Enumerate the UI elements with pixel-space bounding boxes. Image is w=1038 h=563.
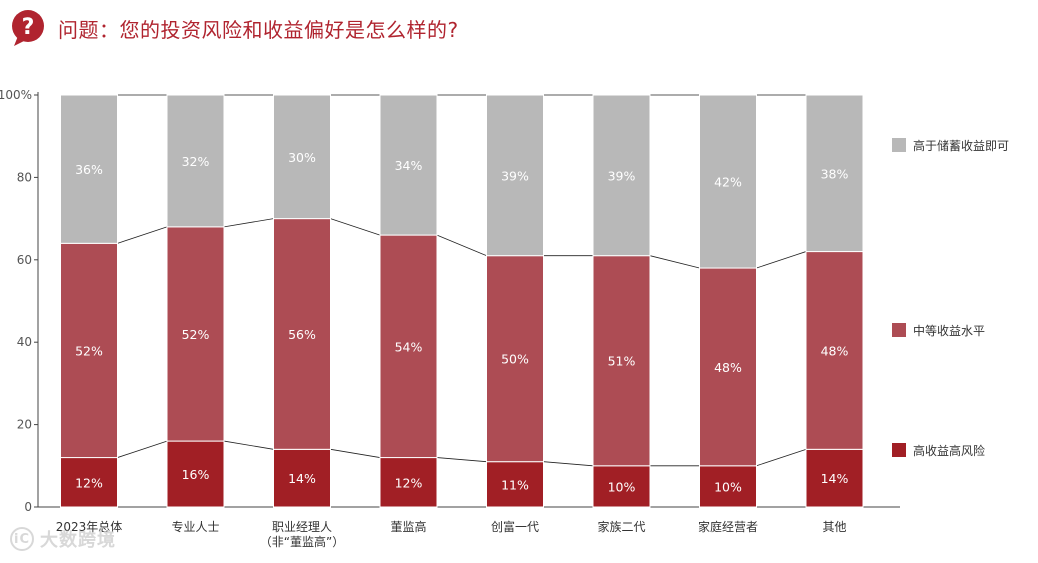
connector-line <box>223 440 274 450</box>
bar-segment <box>60 94 118 244</box>
legend-label: 高收益高风险 <box>913 443 985 458</box>
y-tick-label: 20 <box>17 418 32 432</box>
data-label: 51% <box>608 354 636 369</box>
data-label: 39% <box>608 168 636 183</box>
bar-segment <box>60 457 118 508</box>
bar-segment <box>273 218 331 450</box>
bar-segment <box>486 255 544 463</box>
data-label: 48% <box>714 360 742 375</box>
y-tick-label: 0 <box>24 500 32 514</box>
y-tick-label: 60 <box>17 253 32 267</box>
x-tick-label: 家族二代 <box>597 519 645 534</box>
data-label: 52% <box>75 343 103 358</box>
x-tick-label: 职业经理人 <box>272 520 332 534</box>
bar-segment <box>805 448 864 508</box>
bar-segment <box>699 94 757 269</box>
data-label: 16% <box>182 467 210 482</box>
bar-segment <box>592 255 651 467</box>
connector-line <box>117 226 168 244</box>
data-label: 39% <box>501 168 529 183</box>
connector-line <box>649 255 700 269</box>
data-label: 14% <box>288 471 316 486</box>
connector-line <box>436 234 487 257</box>
bar-segment <box>699 465 757 508</box>
bar-segment <box>805 251 864 450</box>
legend-swatch <box>892 138 906 152</box>
data-label: 50% <box>501 352 529 367</box>
x-tick-label: 2023年总体 <box>56 520 123 534</box>
connector-line <box>223 218 274 228</box>
bar-segment <box>486 461 544 508</box>
data-label: 36% <box>75 162 103 177</box>
x-tick-label: 董监高 <box>390 519 426 534</box>
x-tick-label: 专业人士 <box>171 519 219 534</box>
data-label: 10% <box>608 479 636 494</box>
connector-line <box>543 461 594 467</box>
data-label: 14% <box>821 471 849 486</box>
data-label: 34% <box>395 158 423 173</box>
bar-segment <box>805 94 864 253</box>
connector-line <box>756 448 807 467</box>
x-tick-label: 家庭经营者 <box>698 519 758 534</box>
connector-line <box>756 251 807 269</box>
data-label: 52% <box>182 327 210 342</box>
bar-segment <box>166 226 225 442</box>
y-tick-label: 40 <box>17 335 32 349</box>
bar-segment <box>486 94 544 257</box>
watermark: iC 大数跨境 <box>10 526 116 552</box>
data-label: 42% <box>714 175 742 190</box>
connector-line <box>436 457 487 463</box>
question-bubble-icon: ? <box>8 8 48 48</box>
legend-label: 高于储蓄收益即可 <box>913 138 1009 153</box>
data-label: 32% <box>182 154 210 169</box>
y-tick-label: 100% <box>0 88 32 102</box>
legend-label: 中等收益水平 <box>913 323 985 338</box>
bar-segment <box>379 457 438 508</box>
data-label: 11% <box>501 477 529 492</box>
bar-segment <box>379 234 438 459</box>
bar-segment <box>166 440 225 508</box>
legend-swatch <box>892 323 906 337</box>
bar-segment <box>592 465 651 508</box>
connector-line <box>330 218 381 236</box>
watermark-logo-icon: iC <box>10 527 34 551</box>
y-tick-label: 80 <box>17 170 32 184</box>
data-label: 38% <box>821 166 849 181</box>
bar-segment <box>379 94 438 236</box>
data-label: 12% <box>75 475 103 490</box>
svg-text:?: ? <box>22 15 35 40</box>
watermark-text: 大数跨境 <box>40 530 116 551</box>
data-label: 30% <box>288 150 316 165</box>
data-label: 56% <box>288 327 316 342</box>
connector-line <box>330 448 381 458</box>
data-label: 48% <box>821 343 849 358</box>
page-title: 问题：您的投资风险和收益偏好是怎么样的? <box>58 17 459 42</box>
bar-segment <box>60 242 118 459</box>
x-tick-label: 其他 <box>822 520 846 534</box>
x-tick-label: （非“董监高”） <box>260 534 344 549</box>
bar-segment <box>699 267 757 467</box>
data-label: 10% <box>714 479 742 494</box>
bar-segment <box>166 94 225 228</box>
header: ? 问题：您的投资风险和收益偏好是怎么样的? <box>8 6 459 50</box>
data-label: 54% <box>395 339 423 354</box>
connector-line <box>117 440 168 458</box>
data-label: 12% <box>395 475 423 490</box>
legend-swatch <box>892 443 906 457</box>
x-tick-label: 创富一代 <box>491 519 539 534</box>
bar-segment <box>273 94 331 220</box>
bar-segment <box>592 94 651 257</box>
